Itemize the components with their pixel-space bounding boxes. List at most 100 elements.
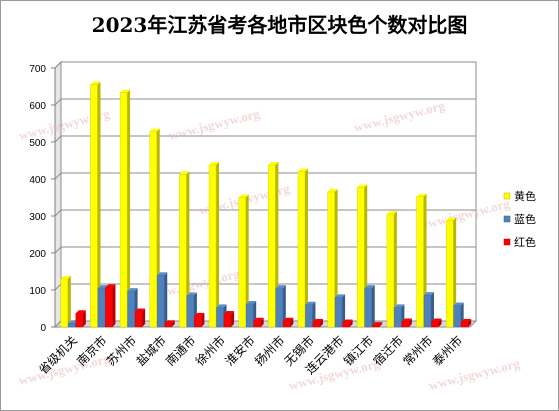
bar [364, 285, 375, 328]
bar [105, 284, 116, 328]
bar-top [75, 310, 86, 314]
bar-side [186, 171, 190, 327]
y-tick-label: 300 [29, 212, 46, 223]
bar [445, 217, 457, 328]
legend-swatch [503, 238, 511, 246]
bar [275, 285, 286, 328]
bar-front [208, 164, 217, 328]
bar-front [364, 287, 372, 328]
bar-top [246, 301, 257, 305]
bar-top [60, 275, 71, 279]
bar-side [142, 308, 146, 327]
bar-side [282, 285, 286, 327]
bar-front [119, 92, 128, 328]
bar-top [105, 284, 116, 288]
bar [423, 292, 435, 328]
bar [134, 308, 146, 328]
bar-front [334, 297, 343, 328]
bar-side [97, 81, 101, 328]
bar [401, 318, 412, 328]
y-tick-label: 500 [29, 138, 46, 149]
bar-top [461, 318, 472, 322]
bar-front [275, 287, 284, 328]
watermark-text: www.jsgwyw.org [287, 356, 382, 393]
y-axis-ticks: 0 100 200 300 400 500 600 700 [29, 64, 56, 334]
bar-top [157, 272, 168, 276]
bar-top [283, 317, 294, 321]
bar-top [149, 128, 160, 132]
bar-front [312, 321, 321, 328]
bar-front [416, 196, 424, 328]
bar-top [224, 311, 235, 315]
bar [194, 312, 205, 328]
bar [75, 310, 86, 328]
bar-front [134, 311, 143, 328]
bar-front [149, 131, 157, 328]
bar-side [438, 318, 442, 327]
bar-front [327, 191, 335, 328]
y-tick-label: 200 [29, 249, 46, 260]
y-tick-label: 600 [29, 101, 46, 112]
bar-side [371, 285, 375, 327]
bar-side [319, 318, 323, 327]
bar [253, 317, 264, 328]
x-tick-label: 扬州市 [251, 333, 287, 369]
bar-top [453, 302, 464, 306]
bar-top [401, 318, 412, 322]
legend-swatch [503, 215, 511, 223]
bar-front [245, 303, 254, 328]
gridline-side [54, 135, 62, 143]
bar-top [424, 292, 435, 296]
bar-top [186, 292, 197, 296]
legend-label: 红色 [514, 235, 536, 249]
bar-front [253, 320, 261, 328]
bar-front [97, 287, 106, 328]
bar-top [120, 89, 131, 93]
bar-front [372, 324, 380, 328]
bar-top [268, 161, 279, 165]
legend-swatch [503, 192, 511, 200]
bar-front [423, 294, 432, 328]
bar [179, 171, 190, 328]
bar-top [216, 304, 227, 308]
bar-top [253, 317, 264, 321]
bar-top [238, 194, 249, 198]
bar-front [194, 315, 202, 328]
bar-front [394, 307, 402, 328]
bar-top [342, 319, 353, 323]
bar-side [468, 318, 472, 327]
bar [223, 311, 235, 328]
bar-front [68, 323, 76, 328]
bar-side [304, 168, 308, 327]
bar-front [105, 287, 113, 328]
bar-top [357, 184, 368, 188]
bar-side [201, 312, 205, 327]
bar-side [379, 322, 383, 327]
bar-front [268, 164, 276, 328]
bar-front [238, 197, 246, 328]
x-tick-label: 徐州市 [192, 333, 228, 369]
bar-side [431, 292, 435, 327]
bars [60, 81, 472, 328]
bar [312, 318, 323, 328]
x-tick-label: 泰州市 [429, 333, 465, 369]
bar-side [82, 310, 86, 327]
x-tick-label: 盐城市 [133, 333, 169, 369]
bar-side [408, 318, 412, 327]
bar-front [157, 275, 165, 328]
bar-side [171, 320, 175, 327]
bar [238, 194, 249, 328]
bar-side [164, 272, 168, 327]
bar [157, 272, 168, 328]
bar-front [90, 84, 98, 328]
bar-side [67, 275, 71, 327]
bar [460, 318, 472, 328]
bar-front [186, 295, 195, 328]
bar-front [216, 307, 224, 328]
bar-front [223, 313, 232, 328]
bar [431, 318, 442, 328]
gridline-side [54, 283, 62, 291]
bar-front [60, 278, 69, 328]
y-tick-label: 700 [29, 64, 46, 75]
bar-front [305, 304, 313, 328]
